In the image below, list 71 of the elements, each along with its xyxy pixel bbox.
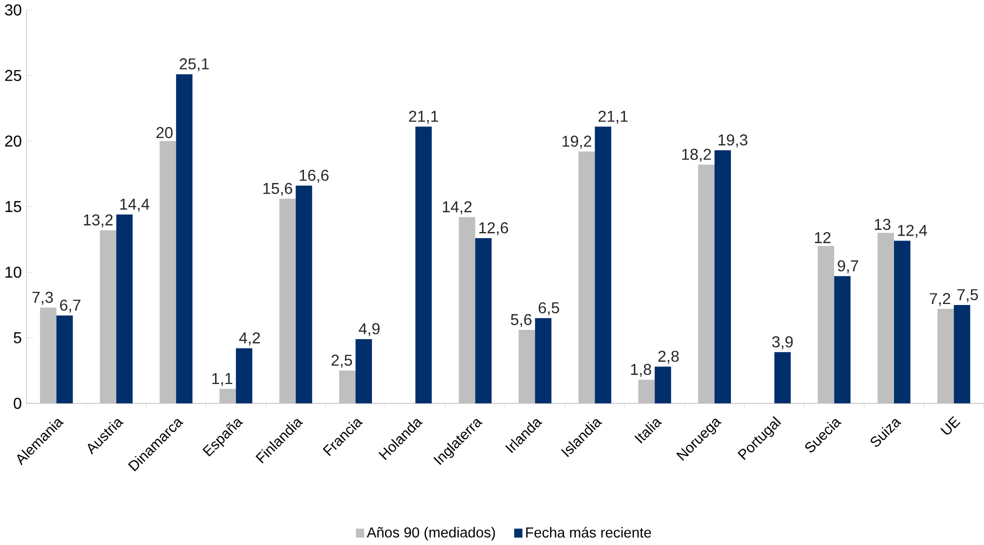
- bar: [518, 330, 536, 404]
- x-tick-label: UE: [940, 416, 960, 435]
- data-label: 25,1: [180, 58, 209, 72]
- bar: [56, 316, 73, 404]
- bar: [594, 126, 612, 404]
- y-tick-label: 15: [6, 201, 22, 212]
- data-label: 12,4: [898, 224, 928, 238]
- data-label: 16,6: [300, 170, 329, 183]
- data-label: 1,1: [212, 373, 232, 386]
- bar: [339, 370, 356, 404]
- bar: [818, 246, 834, 404]
- bar: [878, 233, 894, 404]
- data-label: 7,5: [958, 289, 978, 302]
- bar: [834, 276, 851, 404]
- bar: [654, 366, 672, 404]
- data-label: 20: [156, 127, 173, 138]
- data-label: 12: [814, 232, 830, 244]
- bar: [279, 198, 296, 404]
- bar: [356, 339, 372, 404]
- data-label: 2,8: [658, 350, 679, 364]
- data-label: 13: [874, 218, 890, 230]
- x-tick-label: Italia: [634, 419, 662, 444]
- bar: [176, 74, 192, 404]
- data-label: 21,1: [409, 110, 438, 124]
- legend-label: Años 90 (mediados): [366, 527, 495, 541]
- data-label: 6,5: [538, 302, 560, 316]
- bar: [535, 318, 552, 404]
- y-tick-label: 20: [5, 136, 22, 147]
- bar: [415, 126, 432, 404]
- data-label: 2,5: [332, 354, 352, 368]
- data-label: 4,2: [239, 332, 260, 346]
- data-label: 9,7: [838, 260, 858, 274]
- bar: [937, 309, 954, 404]
- bar: [954, 305, 970, 404]
- data-label: 4,9: [358, 323, 380, 336]
- bar: [220, 389, 236, 404]
- y-tick-label: 30: [4, 4, 22, 16]
- data-label: 3,9: [772, 336, 793, 350]
- bar: [116, 214, 133, 404]
- data-label: 14,4: [120, 198, 150, 212]
- data-label: 19,2: [562, 136, 592, 149]
- bar: [698, 164, 715, 404]
- data-label: 6,7: [60, 300, 80, 313]
- bar: [578, 152, 595, 404]
- legend-label: Fecha más reciente: [526, 527, 652, 538]
- bar: [458, 217, 476, 404]
- y-tick-label: 0: [14, 398, 22, 410]
- y-tick-label: 25: [5, 70, 22, 82]
- bar: [40, 308, 56, 404]
- y-tick-label: 5: [14, 332, 22, 344]
- data-label: 13,2: [84, 214, 113, 228]
- data-label: 15,6: [263, 183, 292, 196]
- data-label: 1,8: [631, 364, 652, 377]
- bar: [236, 348, 252, 404]
- y-tick-label: 10: [6, 266, 22, 278]
- data-label: 21,1: [598, 110, 628, 124]
- bar: [100, 230, 116, 404]
- bar: [894, 240, 910, 404]
- bar: [774, 352, 791, 404]
- bar: [475, 238, 492, 404]
- data-label: 18,2: [682, 148, 711, 162]
- data-label: 7,2: [930, 293, 950, 306]
- bar: [160, 141, 176, 404]
- bar: [296, 186, 312, 404]
- data-label: 12,6: [479, 222, 508, 236]
- data-label: 7,3: [32, 292, 53, 305]
- data-label: 5,6: [510, 314, 532, 328]
- bar: [638, 380, 655, 404]
- data-label: 19,3: [718, 134, 748, 148]
- bar: [714, 150, 731, 404]
- data-label: 14,2: [442, 201, 472, 214]
